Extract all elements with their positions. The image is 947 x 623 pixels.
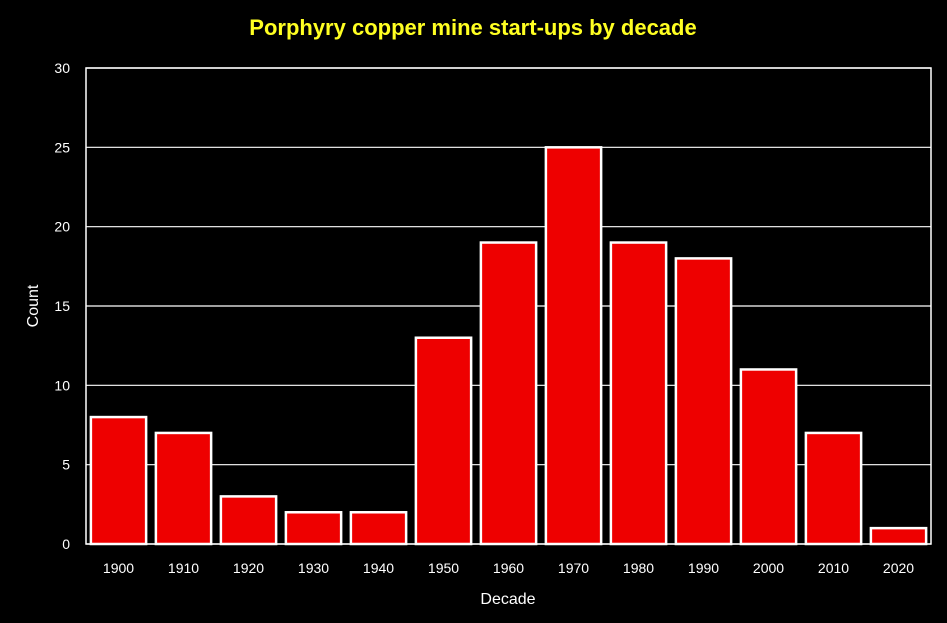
bars-group	[89, 146, 928, 546]
x-tick-label: 1980	[623, 560, 654, 576]
chart-title: Porphyry copper mine start-ups by decade	[249, 15, 696, 40]
y-tick-label: 0	[62, 536, 70, 552]
x-tick-label: 1930	[298, 560, 329, 576]
y-tick-label: 30	[54, 60, 70, 76]
x-tick-labels: 1900 1910 1920 1930 1940 1950 1960 1970 1980 1990…	[103, 560, 914, 576]
bar-2020	[869, 526, 928, 546]
bar-1940	[349, 511, 408, 546]
bar-2010	[804, 431, 863, 546]
y-axis-label: Count	[25, 284, 42, 327]
y-tick-label: 10	[54, 377, 70, 393]
x-tick-label: 1970	[558, 560, 589, 576]
bar-1920	[219, 495, 278, 546]
bar-1950	[414, 336, 473, 546]
bar-1910	[154, 431, 213, 546]
x-axis-label: Decade	[480, 591, 535, 608]
x-tick-label: 1900	[103, 560, 134, 576]
x-tick-label: 1950	[428, 560, 459, 576]
x-tick-label: 1990	[688, 560, 719, 576]
bar-2000	[739, 368, 798, 546]
x-tick-label: 1910	[168, 560, 199, 576]
x-tick-label: 1940	[363, 560, 394, 576]
x-tick-label: 1920	[233, 560, 264, 576]
x-tick-label: 1960	[493, 560, 524, 576]
y-tick-label: 15	[54, 298, 70, 314]
bar-1970	[544, 146, 603, 546]
bar-1960	[479, 241, 538, 546]
bar-1930	[284, 511, 343, 546]
bar-1980	[609, 241, 668, 546]
bar-1900	[89, 415, 148, 546]
y-tick-label: 25	[54, 139, 70, 155]
y-tick-labels: 0 5 10 15 20 25 30	[54, 60, 70, 552]
bar-1990	[674, 257, 733, 546]
plot-frame	[85, 67, 932, 545]
y-tick-label: 5	[62, 457, 70, 473]
y-tick-label: 20	[54, 219, 70, 235]
x-tick-label: 2010	[818, 560, 849, 576]
x-tick-label: 2000	[753, 560, 784, 576]
x-tick-label: 2020	[883, 560, 914, 576]
